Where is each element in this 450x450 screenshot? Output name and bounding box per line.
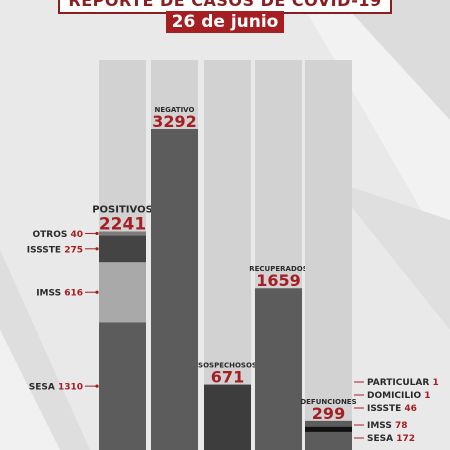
positivos-segment-label-issste: ISSSTE 275 <box>27 245 83 255</box>
report-date: 26 de junio <box>166 11 284 33</box>
defunciones-segment-label-sesa: SESA 172 <box>367 434 415 444</box>
defunciones-segment-label-particular: PARTICULAR 1 <box>367 378 439 388</box>
positivos-leader-dot-issste <box>95 247 99 251</box>
defunciones-label: DEFUNCIONES <box>300 398 356 406</box>
recuperados-label: RECUPERADOS <box>249 265 308 273</box>
positivos-segment-otros <box>99 231 146 236</box>
positivos-segment-label-sesa: SESA 1310 <box>29 383 83 393</box>
positivos-segment-imss <box>99 262 146 323</box>
positivos-segment-label-imss: IMSS 616 <box>36 289 83 299</box>
positivos-segment-label-otros: OTROS 40 <box>32 230 83 240</box>
sospechosos-bar <box>204 384 251 450</box>
sospechosos-value-label: 671 <box>211 368 244 387</box>
defunciones-segment-label-issste: ISSSTE 46 <box>367 404 417 414</box>
defunciones-value-label: 299 <box>312 404 345 423</box>
negativo-value-label: 3292 <box>152 112 197 131</box>
positivos-leader-dot-sesa <box>95 384 99 388</box>
negativo-label: NEGATIVO <box>155 106 195 114</box>
defunciones-segment-label-domicilio: DOMICILIO 1 <box>367 391 431 401</box>
positivos-leader-dot-otros <box>95 231 99 236</box>
positivos-value-label: 2241 <box>99 215 146 235</box>
defunciones-segment-label-imss: IMSS 78 <box>367 421 408 431</box>
recuperados-value-label: 1659 <box>256 271 301 290</box>
negativo-bar <box>151 129 198 450</box>
sospechosos-label: SOSPECHOSOS <box>198 362 257 370</box>
defunciones-bar <box>305 420 352 450</box>
positivos-segment-sesa <box>99 322 146 450</box>
positivos-leader-dot-imss <box>95 290 99 294</box>
recuperados-bar <box>255 288 302 450</box>
positivos-label: POSITIVOS <box>92 205 153 216</box>
defunciones-marker <box>305 426 352 432</box>
positivos-segment-issste <box>99 235 146 263</box>
defunciones-track <box>305 60 352 450</box>
